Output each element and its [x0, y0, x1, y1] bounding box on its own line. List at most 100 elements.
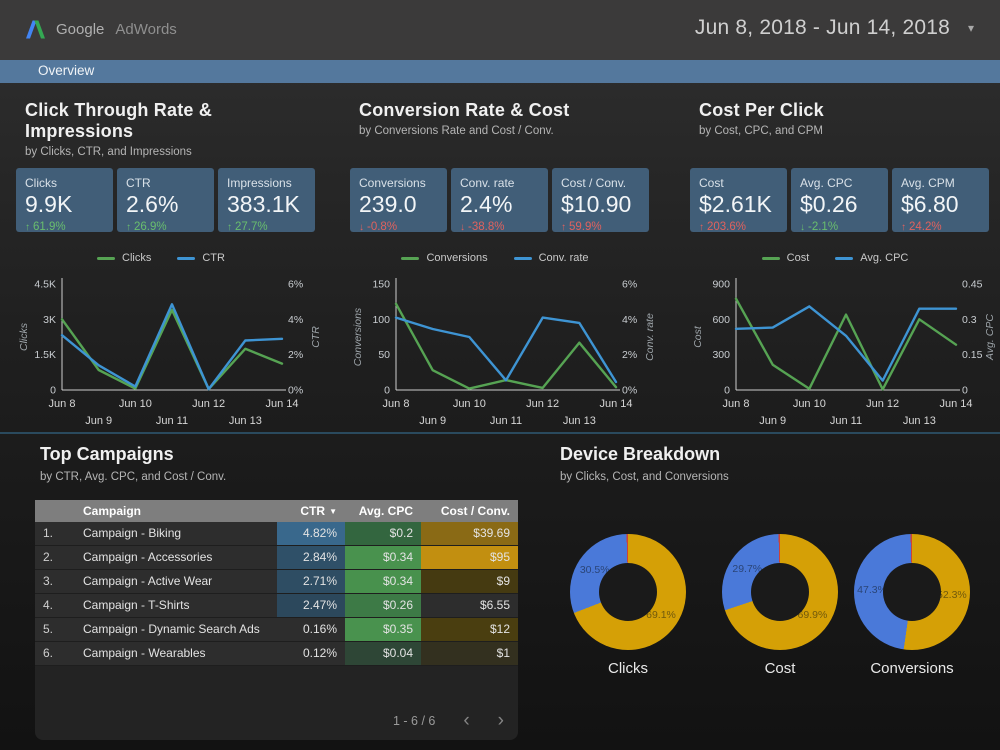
- svg-text:CTR: CTR: [310, 326, 322, 348]
- donut-ring: 69.9% 29.7%: [722, 534, 838, 650]
- scorecard-delta: ↑ 24.2%: [901, 221, 942, 233]
- legend-swatch: [513, 256, 532, 260]
- svg-text:Jun 13: Jun 13: [903, 415, 936, 427]
- arrow-up-icon: ↑: [227, 222, 232, 233]
- slice-percent-label: 47.3%: [857, 583, 887, 596]
- svg-text:Clicks: Clicks: [18, 322, 30, 351]
- scorecard-delta: ↓ -2.1%: [800, 221, 839, 233]
- section-ctr-impressions: Click Through Rate & Impressions by Clic…: [16, 100, 322, 430]
- donut-hole: [883, 563, 941, 621]
- ctr-cell: 4.82%: [277, 522, 345, 545]
- brand-google: Google: [56, 21, 105, 38]
- header-bar: Google AdWords Jun 8, 2018 - Jun 14, 2018…: [0, 0, 1000, 60]
- col-avg-cpc[interactable]: Avg. CPC: [358, 504, 413, 518]
- scorecard-label: Conversions: [359, 176, 426, 190]
- legend-swatch: [835, 256, 854, 260]
- svg-text:0.15: 0.15: [962, 349, 983, 361]
- svg-text:0.45: 0.45: [962, 279, 983, 291]
- svg-text:0: 0: [384, 385, 390, 397]
- campaign-name: Campaign - Biking: [83, 526, 182, 540]
- cost-conv-cell: $6.55: [479, 598, 510, 612]
- scorecard-label: Conv. rate: [460, 176, 515, 190]
- svg-text:Jun 14: Jun 14: [265, 398, 298, 410]
- svg-text:900: 900: [712, 279, 730, 291]
- svg-text:Jun 10: Jun 10: [793, 398, 826, 410]
- svg-text:Jun 8: Jun 8: [49, 398, 76, 410]
- scorecard-delta: ↑ 59.9%: [561, 221, 602, 233]
- arrow-down-icon: ↓: [460, 222, 465, 233]
- svg-text:Jun 14: Jun 14: [939, 398, 972, 410]
- col-campaign[interactable]: Campaign: [83, 504, 142, 518]
- section-title: Click Through Rate & Impressions: [25, 100, 213, 141]
- svg-text:2%: 2%: [288, 349, 303, 361]
- arrow-up-icon: ↑: [126, 222, 131, 233]
- scorecard-conv-rate: Conv. rate 2.4% ↓ -38.8%: [451, 168, 548, 233]
- svg-text:Jun 9: Jun 9: [419, 415, 446, 427]
- svg-text:6%: 6%: [288, 279, 303, 291]
- svg-text:Avg. CPC: Avg. CPC: [984, 314, 996, 361]
- tab-overview[interactable]: Overview: [38, 63, 95, 78]
- scorecard-impressions: Impressions 383.1K ↑ 27.7%: [218, 168, 315, 233]
- scorecard-delta: ↓ -38.8%: [460, 221, 505, 233]
- svg-text:Jun 12: Jun 12: [866, 398, 899, 410]
- col-index: [35, 500, 65, 522]
- arrow-up-icon: ↑: [901, 222, 906, 233]
- svg-text:Jun 14: Jun 14: [599, 398, 632, 410]
- svg-text:1.5K: 1.5K: [34, 349, 56, 361]
- section-subtitle: by Conversions Rate and Cost / Conv.: [359, 125, 554, 137]
- scorecard-label: Clicks: [25, 176, 57, 190]
- table-pagination: 1 - 6 / 6 ‹ ›: [393, 710, 504, 731]
- avg-cpc-cell: $0.34: [345, 570, 421, 593]
- devices-subtitle: by Clicks, Cost, and Conversions: [560, 471, 729, 483]
- col-cost-conv[interactable]: Cost / Conv.: [440, 504, 510, 518]
- svg-text:0: 0: [962, 385, 968, 397]
- avg-cpc-cell: $0.04: [345, 642, 421, 665]
- scorecard-value: $2.61K: [699, 191, 772, 217]
- row-index: 2.: [43, 550, 54, 564]
- donut-ring: 52.3% 47.3%: [854, 534, 970, 650]
- date-range-picker[interactable]: Jun 8, 2018 - Jun 14, 2018 ▾: [695, 16, 974, 40]
- table-row: 5. Campaign - Dynamic Search Ads 0.16% $0.3…: [35, 618, 518, 642]
- svg-text:4%: 4%: [622, 314, 637, 326]
- scorecard-row: Cost $2.61K ↑ 203.6% Avg. CPC $0.26 ↓ -2.1% Avg.…: [690, 168, 989, 233]
- line-chart-clicks-ctr: 0 0% 1.5K 2% 3K 4% 4.5K 6% Clicks CTR Jun 8 Jun 9 Ju…: [18, 278, 322, 427]
- section-title: Conversion Rate & Cost: [359, 100, 570, 120]
- line-chart-conversions-rate: 0 0% 50 2% 100 4% 150 6% Conversions Conv. rate Ju…: [352, 278, 656, 427]
- scorecard-ctr: CTR 2.6% ↑ 26.9%: [117, 168, 214, 233]
- prev-page-icon[interactable]: ‹: [463, 710, 470, 731]
- svg-text:4.5K: 4.5K: [34, 279, 56, 291]
- scorecard-delta: ↑ 61.9%: [25, 221, 66, 233]
- svg-text:100: 100: [372, 314, 390, 326]
- arrow-down-icon: ↓: [800, 222, 805, 233]
- svg-text:Conversions: Conversions: [352, 307, 364, 366]
- svg-text:0: 0: [724, 385, 730, 397]
- row-index: 4.: [43, 598, 54, 612]
- donut-chart-conversions: 52.3% 47.3% Conversions: [854, 534, 970, 677]
- next-page-icon[interactable]: ›: [497, 710, 504, 731]
- scorecard-value: 2.6%: [126, 191, 179, 217]
- col-ctr-sorted[interactable]: CTR ▼: [300, 504, 337, 518]
- scorecard-label: Impressions: [227, 176, 292, 190]
- slice-percent-label: 69.9%: [797, 609, 828, 622]
- donut-ring: 69.1% 30.5%: [570, 534, 686, 650]
- cost-conv-cell: $9: [421, 570, 518, 593]
- ctr-cell: 2.84%: [277, 546, 345, 569]
- svg-text:Jun 9: Jun 9: [759, 415, 786, 427]
- svg-text:50: 50: [378, 349, 390, 361]
- legend-label: Conv. rate: [538, 252, 589, 264]
- chart-legend: Cost Avg. CPC: [690, 252, 980, 264]
- svg-text:3K: 3K: [43, 314, 56, 326]
- donut-title: Cost: [764, 660, 796, 677]
- cost-conv-cell: $1: [421, 642, 518, 665]
- avg-cpc-cell: $0.2: [345, 522, 421, 545]
- table-row: 4. Campaign - T-Shirts 2.47% $0.26 $6.55: [35, 594, 518, 618]
- svg-text:Jun 11: Jun 11: [490, 415, 522, 427]
- svg-text:Conv. rate: Conv. rate: [644, 313, 656, 361]
- scorecard-value: 383.1K: [227, 191, 300, 217]
- svg-text:Jun 12: Jun 12: [526, 398, 559, 410]
- section-title: Cost Per Click: [699, 100, 824, 120]
- svg-text:0%: 0%: [288, 385, 303, 397]
- date-range-text: Jun 8, 2018 - Jun 14, 2018: [694, 16, 950, 39]
- campaign-name: Campaign - Wearables: [83, 646, 206, 660]
- row-index: 5.: [43, 622, 54, 636]
